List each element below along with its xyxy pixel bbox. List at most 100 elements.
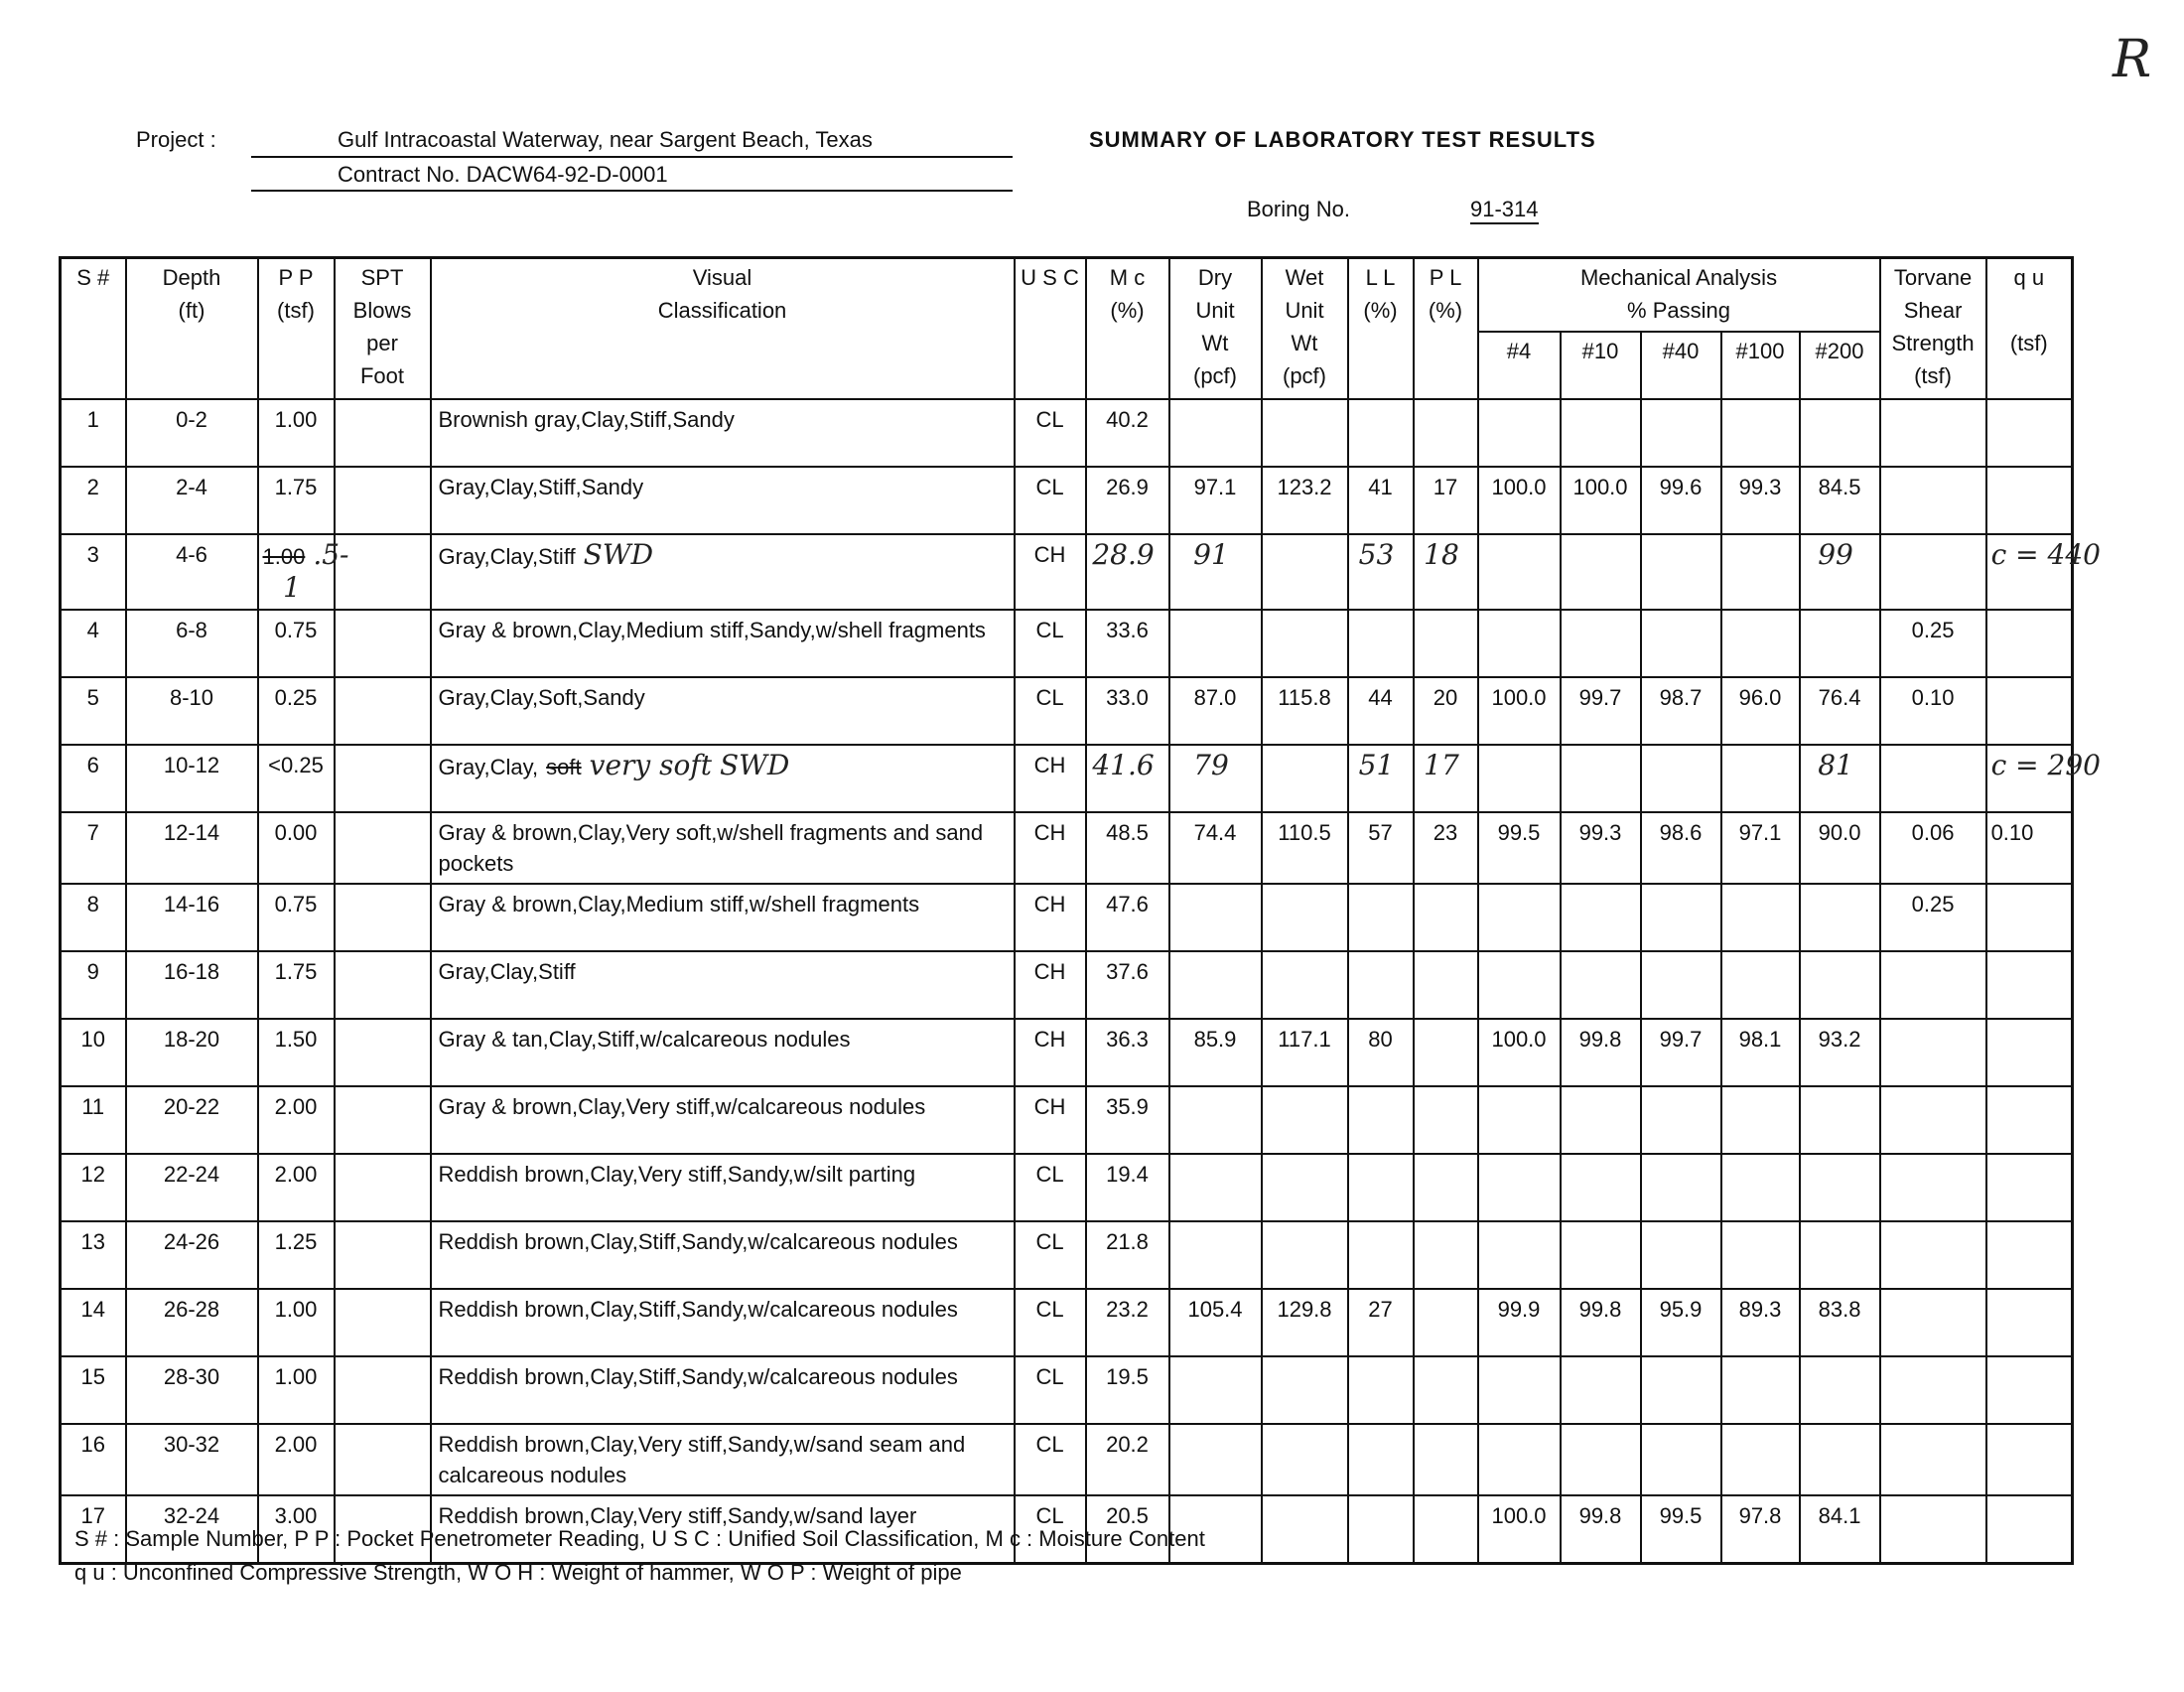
table-cell: CL — [1013, 1355, 1087, 1425]
table-cell — [1639, 1153, 1722, 1222]
cell-text: 51 — [1358, 749, 1395, 781]
table-cell: 89.3 — [1719, 1288, 1801, 1357]
table-cell: 20 — [1412, 676, 1479, 746]
table-cell: 0-2 — [124, 398, 259, 468]
contract: Contract No. DACW64-92-D-0001 — [338, 162, 668, 187]
table-cell: 74.4 — [1167, 811, 1263, 885]
table-cell — [1412, 1018, 1479, 1087]
table-cell — [1719, 950, 1801, 1020]
group-header: Mechanical Analysis % Passing — [1476, 256, 1881, 333]
table-cell: 79 — [1167, 744, 1263, 813]
cell-text: SWD — [719, 749, 790, 781]
table-cell: 11 — [59, 1085, 127, 1155]
table-cell — [1559, 398, 1642, 468]
table-cell: 3 — [59, 533, 127, 611]
table-cell: 24-26 — [124, 1220, 259, 1290]
table-cell — [1346, 609, 1415, 678]
table-cell: Brownish gray,Clay,Stiff,Sandy — [429, 398, 1016, 468]
column-header: Depth (ft) — [124, 256, 259, 400]
table-cell: 0.00 — [256, 811, 336, 885]
table-cell: 1.00 — [256, 398, 336, 468]
table-cell — [1346, 950, 1415, 1020]
table-cell: 2 — [59, 466, 127, 535]
table-row: 14 26-28 1.00 Reddish brown,Clay,Stiff,Sand… — [59, 1288, 2074, 1357]
table-cell: 100.0 — [1476, 1018, 1562, 1087]
table-cell: 76.4 — [1798, 676, 1881, 746]
table-cell: 3.00 — [256, 1494, 336, 1565]
table-cell: 37.6 — [1084, 950, 1170, 1020]
table-cell — [1719, 744, 1801, 813]
table-cell: 1.75 — [256, 466, 336, 535]
table-cell — [1878, 1355, 1987, 1425]
table-cell: 80 — [1346, 1018, 1415, 1087]
table-cell — [1984, 1085, 2074, 1155]
column-header: #200 — [1798, 331, 1881, 400]
table-cell — [1984, 1423, 2074, 1496]
table-cell: Gray,Clay, soft very soft SWD — [429, 744, 1016, 813]
table-cell: 20-22 — [124, 1085, 259, 1155]
table-cell: 27 — [1346, 1288, 1415, 1357]
cell-text: 18 — [1424, 538, 1459, 571]
table-cell: 30-32 — [124, 1423, 259, 1496]
table-cell — [1412, 1153, 1479, 1222]
table-cell — [333, 811, 432, 885]
table-cell: 2-4 — [124, 466, 259, 535]
table-row: 15 28-30 1.00 Reddish brown,Clay,Stiff,Sand… — [59, 1355, 2074, 1425]
table-cell: 99.8 — [1559, 1494, 1642, 1565]
table-cell: 1.50 — [256, 1018, 336, 1087]
table-cell: 48.5 — [1084, 811, 1170, 885]
table-cell — [1476, 950, 1562, 1020]
table-cell: 2.00 — [256, 1153, 336, 1222]
table-cell: 0.75 — [256, 609, 336, 678]
table-row: 13 24-26 1.25 Reddish brown,Clay,Stiff,Sand… — [59, 1220, 2074, 1290]
table-cell: 100.0 — [1476, 1494, 1562, 1565]
table-cell: 84.5 — [1798, 466, 1881, 535]
table-cell: 97.1 — [1719, 811, 1801, 885]
table-cell — [1346, 1220, 1415, 1290]
table-cell — [1878, 744, 1987, 813]
table-row: 16 30-32 2.00 Reddish brown,Clay,Very stiff… — [59, 1423, 2074, 1496]
table-cell: CL — [1013, 398, 1087, 468]
table-cell — [1639, 1085, 1722, 1155]
table-cell: 4 — [59, 609, 127, 678]
table-cell: 21.8 — [1084, 1220, 1170, 1290]
boring-label: Boring No. — [1247, 197, 1350, 221]
table-row: 10 18-20 1.50 Gray & tan,Clay,Stiff,w/calca… — [59, 1018, 2074, 1087]
table-cell: CL — [1013, 676, 1087, 746]
table-cell: 8-10 — [124, 676, 259, 746]
table-cell — [1260, 883, 1349, 952]
table-cell — [1260, 1153, 1349, 1222]
table-cell: 14-16 — [124, 883, 259, 952]
column-header: SPT Blows per Foot — [333, 256, 432, 400]
table-cell: 99.7 — [1639, 1018, 1722, 1087]
table-cell — [1412, 950, 1479, 1020]
table-cell — [1260, 1085, 1349, 1155]
table-cell — [1984, 1220, 2074, 1290]
table-cell: 8 — [59, 883, 127, 952]
table-cell — [333, 609, 432, 678]
table-cell: 19.4 — [1084, 1153, 1170, 1222]
table-cell — [1260, 533, 1349, 611]
underline — [251, 190, 1013, 192]
table-cell — [1260, 609, 1349, 678]
table-cell: 18 — [1412, 533, 1479, 611]
table-cell — [1260, 1494, 1349, 1565]
table-cell: Reddish brown,Clay,Stiff,Sandy,w/calcare… — [429, 1355, 1016, 1425]
table-cell — [1984, 1288, 2074, 1357]
table-cell — [1559, 883, 1642, 952]
table-cell: 12 — [59, 1153, 127, 1222]
table-cell — [1878, 466, 1987, 535]
cell-text: 81 — [1818, 749, 1853, 781]
column-header: #40 — [1639, 331, 1722, 400]
title: SUMMARY OF LABORATORY TEST RESULTS — [1089, 127, 1596, 152]
column-header: P L (%) — [1412, 256, 1479, 400]
table-row: 5 8-10 0.25 Gray,Clay,Soft,Sandy CL 33.0 87.0 1… — [59, 676, 2074, 746]
table-cell — [1412, 1288, 1479, 1357]
table-row: 1 0-2 1.00 Brownish gray,Clay,Stiff,Sandy CL… — [59, 398, 2074, 468]
table-cell — [1559, 1153, 1642, 1222]
table-row: 4 6-8 0.75 Gray & brown,Clay,Medium stiff,S… — [59, 609, 2074, 678]
table-cell — [1476, 883, 1562, 952]
table-cell: 99.3 — [1559, 811, 1642, 885]
table-cell: CL — [1013, 1423, 1087, 1496]
table-cell: 6 — [59, 744, 127, 813]
